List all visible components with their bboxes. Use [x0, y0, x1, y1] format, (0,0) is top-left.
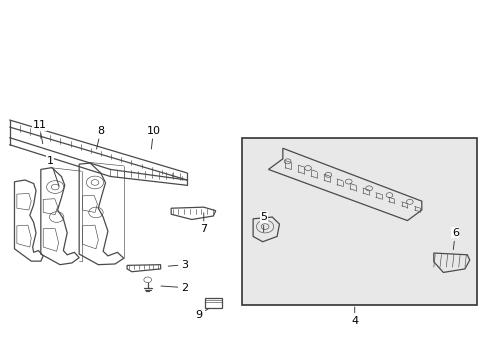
- Text: 8: 8: [96, 126, 104, 149]
- Text: 9: 9: [195, 309, 208, 320]
- Text: 5: 5: [260, 212, 266, 232]
- Text: 10: 10: [146, 126, 160, 149]
- Text: 2: 2: [161, 283, 188, 293]
- Text: 1: 1: [47, 156, 59, 186]
- Text: 4: 4: [350, 307, 358, 326]
- Text: 6: 6: [451, 228, 458, 249]
- Text: 7: 7: [200, 213, 207, 234]
- Text: 3: 3: [168, 260, 188, 270]
- FancyBboxPatch shape: [242, 138, 476, 305]
- Text: 11: 11: [32, 120, 46, 144]
